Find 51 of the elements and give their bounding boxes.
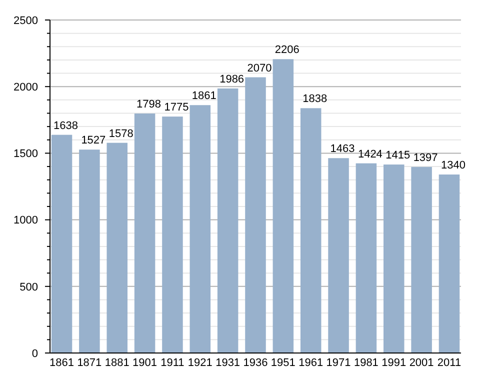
data-label: 1638 (54, 120, 78, 132)
x-tick-label: 1971 (326, 357, 351, 369)
x-tick-label: 1931 (216, 357, 240, 369)
data-label: 1986 (220, 73, 244, 86)
data-label: 1775 (164, 102, 189, 114)
bar (190, 105, 211, 353)
data-label: 1527 (81, 134, 106, 147)
data-label: 1798 (136, 98, 162, 111)
x-tick-label: 1861 (50, 357, 74, 369)
data-label: 1340 (440, 160, 466, 172)
y-tick-label: 500 (20, 281, 38, 294)
bar (272, 59, 294, 353)
data-label: 1415 (386, 150, 410, 162)
y-tick-label: 2500 (14, 14, 38, 27)
x-tick-label: 1951 (270, 357, 296, 369)
x-tick-label: 2011 (437, 357, 462, 369)
data-label: 2206 (274, 44, 300, 56)
bar (328, 158, 349, 353)
data-label: 1397 (413, 152, 438, 164)
x-tick-label: 1901 (132, 357, 158, 369)
bar (438, 174, 460, 353)
bar (106, 142, 128, 353)
x-tick-label: 1981 (354, 357, 378, 369)
x-tick-label: 1871 (77, 357, 102, 369)
x-tick-label: 1911 (160, 357, 184, 369)
bar (300, 108, 322, 353)
x-tick-label: 1936 (243, 357, 268, 369)
x-tick-label: 1961 (298, 357, 324, 369)
data-label: 1424 (358, 148, 382, 160)
bar (162, 116, 183, 353)
data-label: 1861 (192, 90, 216, 102)
bar (134, 114, 156, 353)
data-label: 1463 (330, 143, 355, 156)
bar (79, 150, 100, 353)
bar (411, 166, 432, 353)
x-tick-label: 2001 (409, 357, 434, 369)
data-label: 2070 (247, 62, 272, 74)
x-tick-label: 1881 (104, 357, 130, 369)
data-label: 1838 (302, 93, 328, 106)
data-label: 1578 (108, 128, 134, 140)
y-tick-label: 2000 (14, 81, 38, 94)
bar (356, 163, 377, 353)
bar (217, 88, 238, 353)
x-tick-label: 1991 (382, 357, 406, 369)
y-tick-label: 0 (32, 348, 38, 360)
bar (384, 164, 404, 353)
bar (245, 77, 266, 353)
x-tick-label: 1921 (188, 357, 212, 369)
bar (51, 134, 72, 353)
y-tick-label: 1000 (14, 214, 38, 227)
y-tick-label: 1500 (14, 148, 38, 160)
